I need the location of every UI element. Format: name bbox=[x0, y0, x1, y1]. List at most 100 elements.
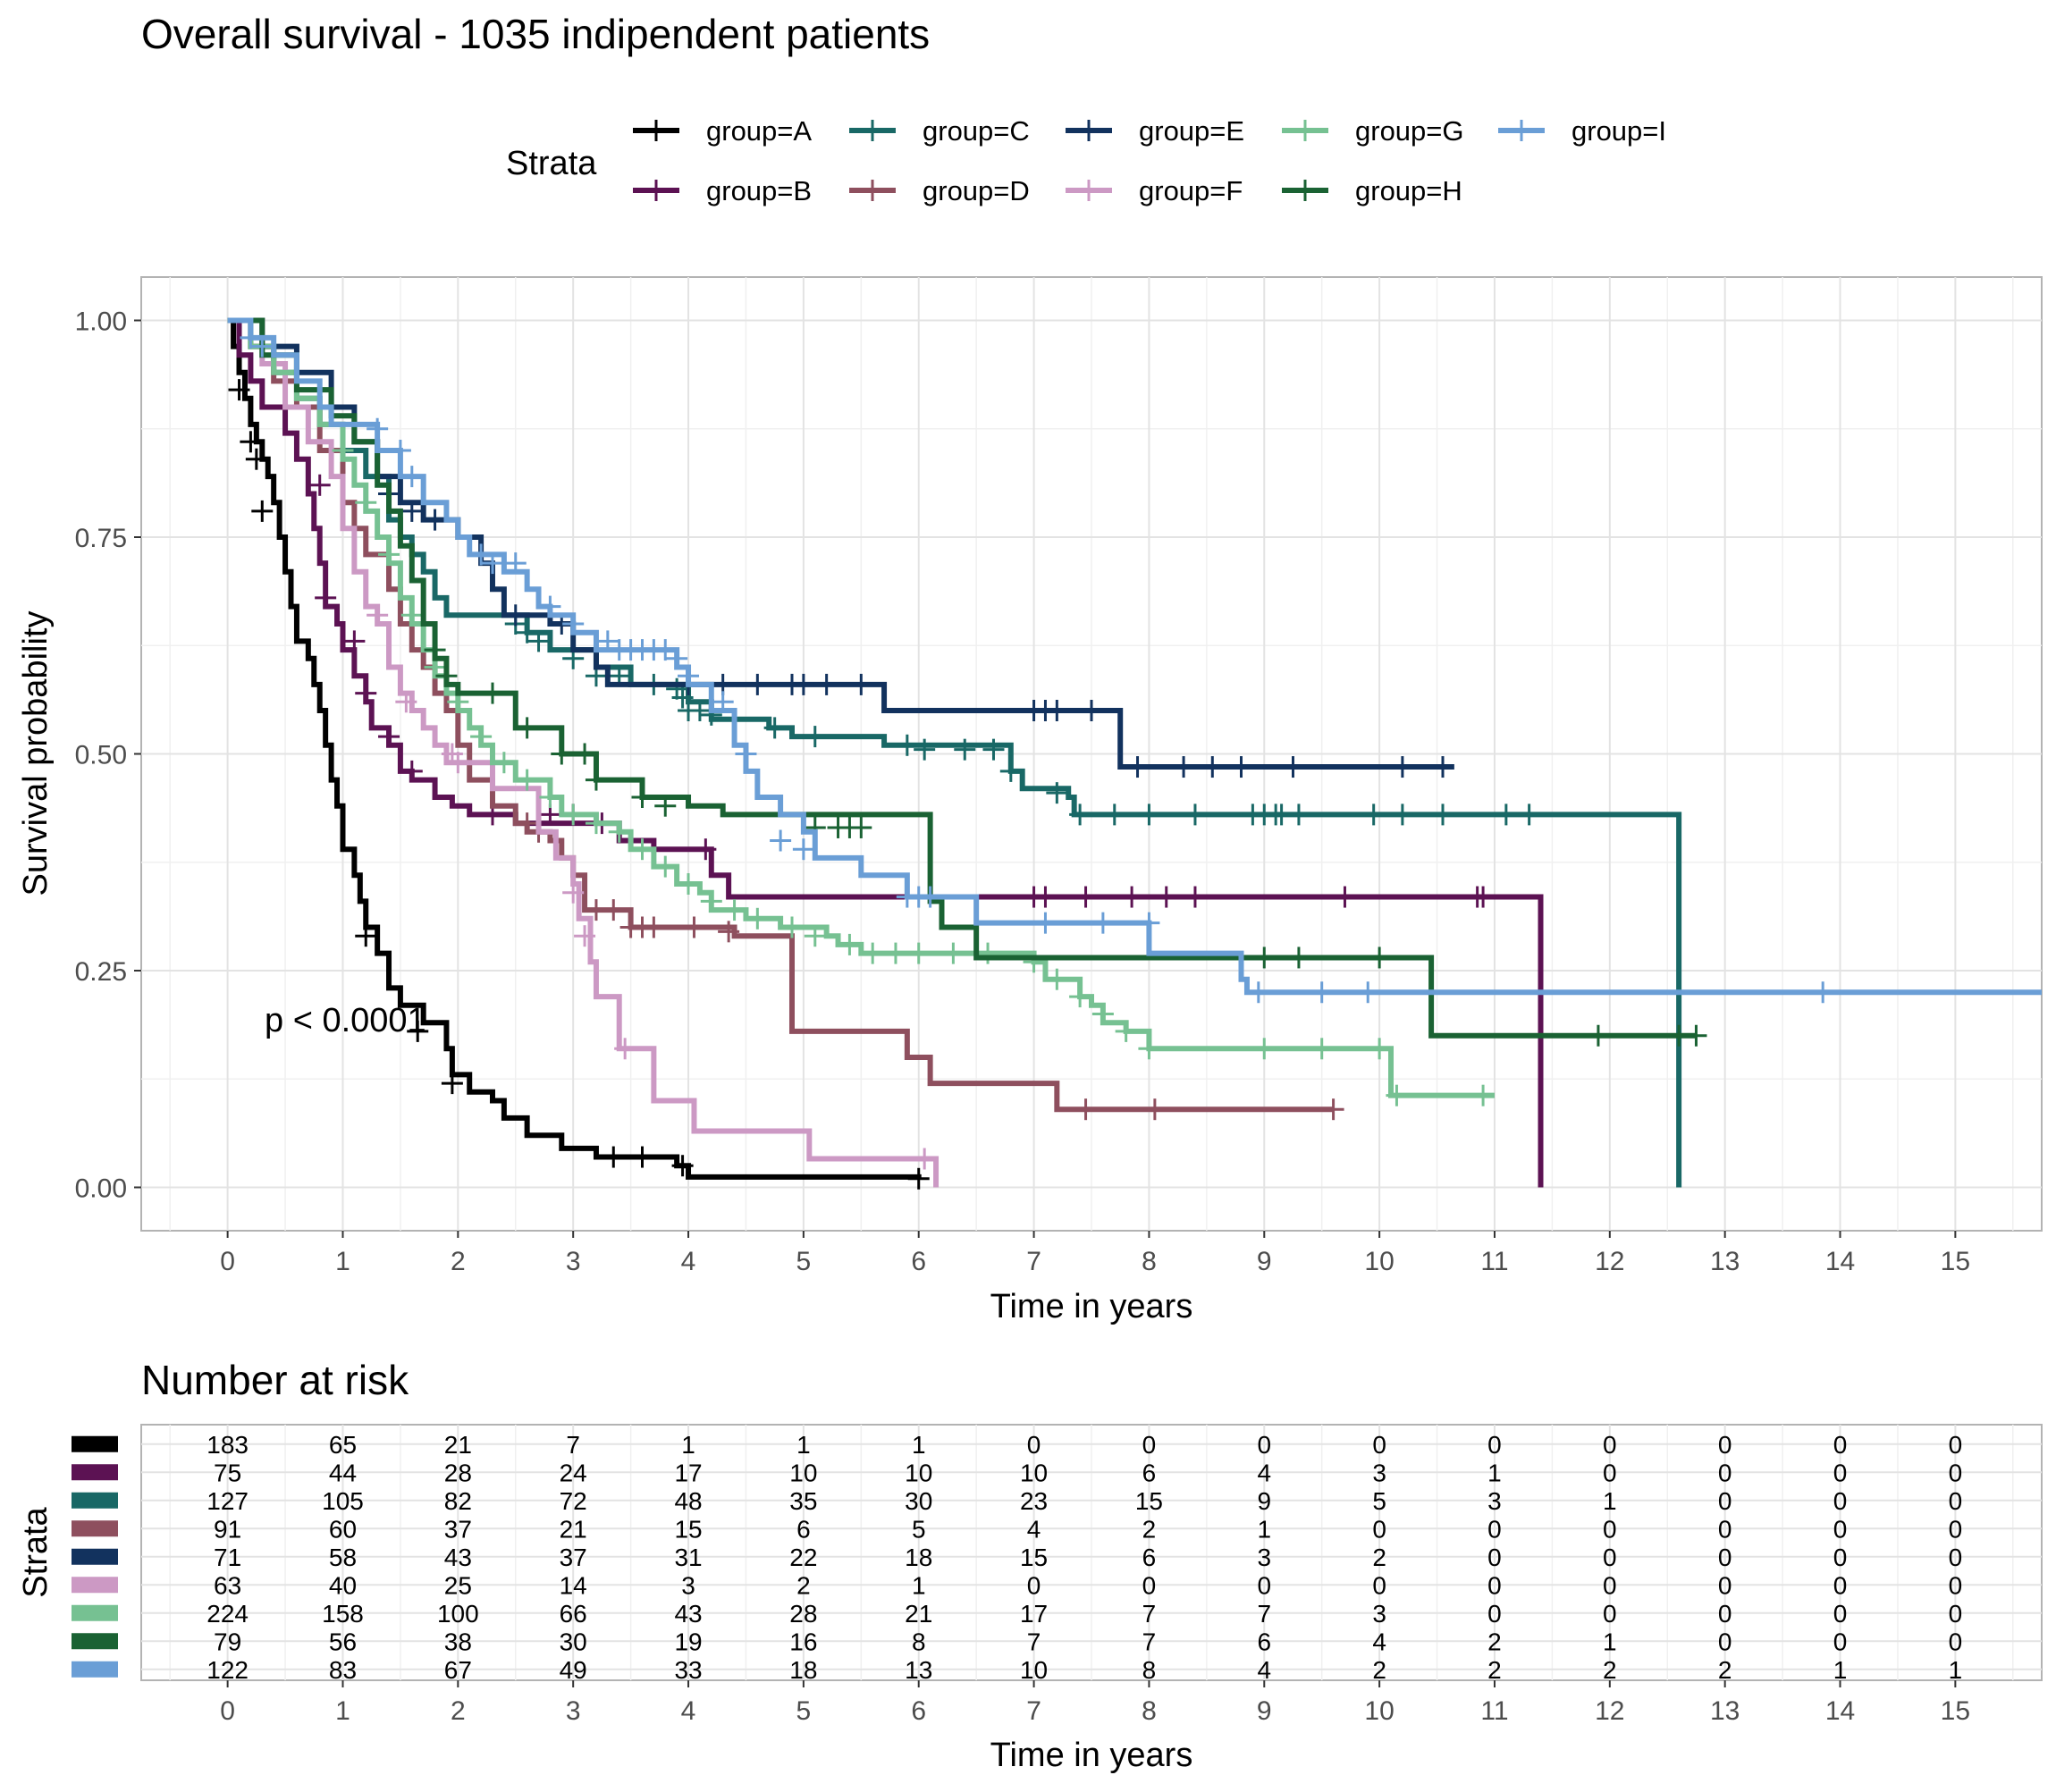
risk-cell: 1 bbox=[796, 1431, 811, 1459]
km-series-group-I bbox=[227, 317, 2042, 1004]
risk-cell: 67 bbox=[444, 1656, 472, 1684]
risk-cell: 0 bbox=[1949, 1515, 1963, 1543]
risk-cell: 4 bbox=[1257, 1459, 1271, 1486]
risk-x-tick-label: 2 bbox=[451, 1696, 466, 1726]
legend-label: group=C bbox=[923, 115, 1030, 147]
risk-cell: 6 bbox=[1142, 1544, 1157, 1571]
risk-x-tick-label: 11 bbox=[1480, 1696, 1508, 1726]
risk-cell: 35 bbox=[789, 1487, 817, 1515]
risk-table-strata-swatches bbox=[72, 1435, 118, 1678]
risk-cell: 1 bbox=[912, 1571, 926, 1599]
risk-cell: 43 bbox=[444, 1544, 472, 1571]
x-tick-label: 6 bbox=[911, 1247, 926, 1276]
risk-strata-swatch bbox=[72, 1577, 118, 1594]
risk-cell: 8 bbox=[912, 1628, 926, 1655]
risk-cell: 0 bbox=[1487, 1431, 1502, 1459]
risk-cell: 0 bbox=[1718, 1515, 1732, 1543]
risk-cell: 2 bbox=[1487, 1628, 1502, 1655]
risk-cell: 63 bbox=[214, 1571, 241, 1599]
risk-cell: 91 bbox=[214, 1515, 241, 1543]
risk-cell: 0 bbox=[1372, 1571, 1386, 1599]
km-step-line bbox=[227, 317, 940, 1188]
risk-row-group-B: 75 44 28 24 17 10 10 10 6 4 3 1 0 0 0 0 bbox=[214, 1459, 1962, 1486]
risk-row-group-A: 183 65 21 7 1 1 1 0 0 0 0 0 0 0 0 0 bbox=[206, 1431, 1962, 1459]
legend-label: group=A bbox=[706, 115, 812, 147]
x-tick-label: 7 bbox=[1026, 1247, 1041, 1276]
risk-x-tick-label: 7 bbox=[1026, 1696, 1041, 1726]
y-tick-label: 0.00 bbox=[75, 1174, 127, 1204]
risk-table-x-label: Time in years bbox=[990, 1737, 1193, 1774]
risk-cell: 56 bbox=[329, 1628, 357, 1655]
risk-cell: 79 bbox=[214, 1628, 241, 1655]
risk-cell: 71 bbox=[214, 1544, 241, 1571]
risk-cell: 1 bbox=[912, 1431, 926, 1459]
risk-cell: 0 bbox=[1833, 1600, 1848, 1628]
x-axis-label: Time in years bbox=[990, 1288, 1193, 1325]
legend-label: group=G bbox=[1355, 115, 1464, 147]
risk-cell: 0 bbox=[1603, 1600, 1617, 1628]
risk-x-tick-label: 14 bbox=[1825, 1696, 1855, 1726]
risk-strata-swatch bbox=[72, 1548, 118, 1565]
risk-cell: 10 bbox=[1020, 1656, 1048, 1684]
km-series-group-F bbox=[227, 317, 940, 1188]
risk-cell: 1 bbox=[1833, 1656, 1848, 1684]
km-step-line bbox=[227, 317, 2042, 996]
risk-cell: 0 bbox=[1718, 1628, 1732, 1655]
risk-cell: 10 bbox=[789, 1459, 817, 1486]
risk-cell: 0 bbox=[1027, 1571, 1041, 1599]
risk-cell: 100 bbox=[437, 1600, 479, 1628]
risk-cell: 83 bbox=[329, 1656, 357, 1684]
risk-x-tick-label: 12 bbox=[1595, 1696, 1624, 1726]
km-series-group-A bbox=[227, 317, 930, 1190]
y-tick-label: 0.25 bbox=[75, 957, 127, 987]
risk-cell: 0 bbox=[1603, 1459, 1617, 1486]
risk-cell: 72 bbox=[560, 1487, 587, 1515]
risk-cell: 3 bbox=[681, 1571, 695, 1599]
risk-cell: 14 bbox=[560, 1571, 587, 1599]
km-series-group-G bbox=[227, 317, 1495, 1106]
risk-strata-swatch bbox=[72, 1604, 118, 1621]
risk-cell: 0 bbox=[1142, 1571, 1157, 1599]
legend-entry: group=C bbox=[849, 115, 1030, 147]
risk-cell: 28 bbox=[789, 1600, 817, 1628]
risk-x-tick-label: 13 bbox=[1710, 1696, 1740, 1726]
x-tick-label: 4 bbox=[681, 1247, 696, 1276]
risk-cell: 1 bbox=[1949, 1656, 1963, 1684]
risk-cell: 0 bbox=[1487, 1571, 1502, 1599]
risk-cell: 0 bbox=[1603, 1571, 1617, 1599]
risk-cell: 2 bbox=[1142, 1515, 1157, 1543]
legend-label: group=E bbox=[1139, 115, 1244, 147]
risk-cell: 22 bbox=[789, 1544, 817, 1571]
risk-row-group-G: 224 158 100 66 43 28 21 17 7 7 3 0 0 0 0 0 bbox=[206, 1600, 1962, 1628]
risk-cell: 7 bbox=[1142, 1600, 1157, 1628]
legend-entry: group=G bbox=[1282, 115, 1464, 147]
risk-cell: 7 bbox=[1142, 1628, 1157, 1655]
y-tick-label: 0.50 bbox=[75, 741, 127, 770]
risk-cell: 15 bbox=[1135, 1487, 1163, 1515]
legend-title: Strata bbox=[506, 145, 597, 182]
risk-cell: 0 bbox=[1833, 1487, 1848, 1515]
risk-cell: 1 bbox=[1257, 1515, 1271, 1543]
risk-cell: 0 bbox=[1718, 1571, 1732, 1599]
risk-cell: 5 bbox=[1372, 1487, 1386, 1515]
risk-cell: 28 bbox=[444, 1459, 472, 1486]
risk-x-tick-label: 1 bbox=[335, 1696, 350, 1726]
risk-cell: 17 bbox=[1020, 1600, 1048, 1628]
x-tick-label: 0 bbox=[220, 1247, 235, 1276]
risk-cell: 0 bbox=[1257, 1431, 1271, 1459]
y-tick-label: 0.75 bbox=[75, 524, 127, 553]
x-tick-label: 8 bbox=[1142, 1247, 1157, 1276]
risk-cell: 0 bbox=[1833, 1571, 1848, 1599]
x-tick-label: 15 bbox=[1941, 1247, 1970, 1276]
risk-table-x-ticks: 0 1 2 3 4 5 6 7 8 9 10 11 12 13 14 15 bbox=[220, 1680, 1970, 1726]
risk-cell: 7 bbox=[566, 1431, 580, 1459]
y-tick-label: 1.00 bbox=[75, 307, 127, 337]
risk-cell: 16 bbox=[789, 1628, 817, 1655]
risk-cell: 2 bbox=[1603, 1656, 1617, 1684]
risk-x-tick-label: 10 bbox=[1364, 1696, 1394, 1726]
risk-cell: 0 bbox=[1718, 1544, 1732, 1571]
risk-x-tick-label: 5 bbox=[796, 1696, 812, 1726]
risk-cell: 2 bbox=[1718, 1656, 1732, 1684]
x-tick-label: 9 bbox=[1257, 1247, 1272, 1276]
